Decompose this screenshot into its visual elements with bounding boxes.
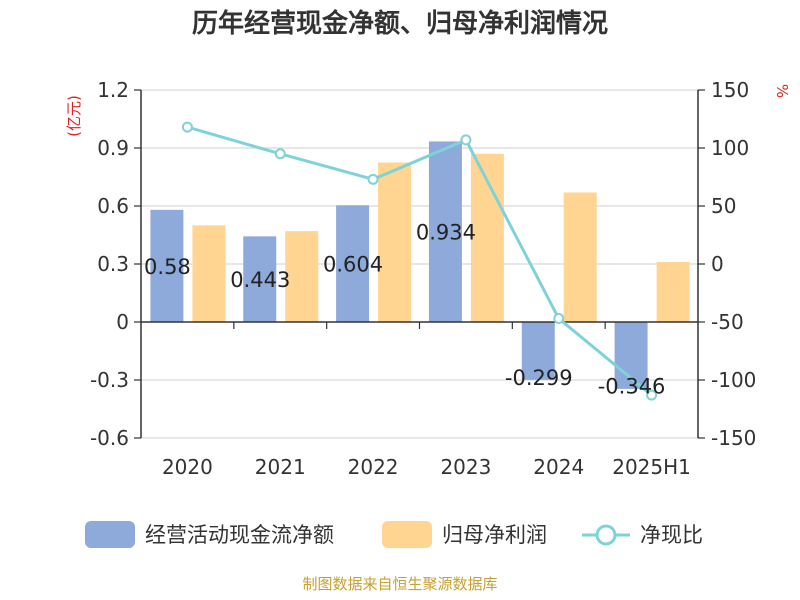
left-tick-label: 0.6	[97, 194, 129, 218]
ratio-point	[367, 173, 379, 185]
x-tick-label: 2021	[255, 455, 306, 479]
source-note: 制图数据来自恒生聚源数据库	[302, 575, 497, 593]
right-tick-label: 100	[711, 136, 749, 160]
legend: 经营活动现金流净额 归母净利润 净现比	[85, 521, 703, 548]
bar-cashflow	[428, 141, 462, 322]
left-tick-label: -0.6	[90, 426, 129, 450]
ratio-line-path	[187, 125, 653, 397]
left-tick-label: -0.3	[90, 368, 129, 392]
left-axis-unit: (亿元)	[65, 95, 83, 137]
bar-profit	[656, 262, 690, 322]
left-tick-label: 0.9	[97, 136, 129, 160]
right-tick-label: 50	[711, 194, 736, 218]
right-tick-label: 150	[711, 78, 749, 102]
x-tick-label: 2022	[348, 455, 399, 479]
right-tick-label: -50	[711, 310, 744, 334]
legend-swatch-cashflow	[85, 521, 135, 548]
legend-label-cashflow: 经营活动现金流净额	[145, 523, 334, 547]
legend-swatch-profit	[382, 521, 432, 548]
bar-cashflow	[150, 209, 184, 322]
data-label-cashflow: 0.604	[323, 253, 383, 277]
ratio-point	[646, 389, 658, 401]
bar-profit	[563, 192, 597, 322]
left-tick-label: 0.3	[97, 252, 129, 276]
ratio-point	[460, 134, 472, 146]
ratio-point	[553, 313, 565, 325]
right-tick-label: -100	[711, 368, 756, 392]
legend-marker-ratio	[595, 524, 617, 546]
bar-cashflow	[521, 322, 555, 380]
ratio-point	[181, 121, 193, 133]
legend-label-ratio: 净现比	[640, 523, 703, 547]
data-label-cashflow: -0.299	[505, 366, 573, 390]
x-tick-label: 2024	[533, 455, 584, 479]
left-tick-label: 1.2	[97, 78, 129, 102]
right-tick-label: -150	[711, 426, 756, 450]
legend-label-profit: 归母净利润	[442, 523, 547, 547]
left-tick-label: 0	[116, 310, 129, 334]
bar-profit	[285, 231, 319, 322]
data-label-cashflow: 0.58	[144, 255, 191, 279]
right-axis-unit: %	[773, 84, 791, 98]
bar-cashflow	[336, 205, 370, 322]
bar-cashflow	[243, 236, 277, 322]
data-label-cashflow: -0.346	[598, 375, 666, 399]
axes: 1.2 150 0.9 100 0.6 50 0.3 0 0 -50 -0.3 -100 -0.6 -15…	[90, 78, 756, 479]
right-tick-label: 0	[711, 252, 724, 276]
chart-title: 历年经营现金净额、归母净利润情况	[192, 8, 608, 39]
data-label-cashflow: 0.443	[230, 268, 290, 292]
x-tick-label: 2020	[162, 455, 213, 479]
data-label-cashflow: 0.934	[416, 221, 476, 245]
x-tick-label: 2023	[440, 455, 491, 479]
data-labels: 0.58 0.443 0.604 0.934 -0.299 -0.346	[144, 221, 665, 399]
bars	[150, 141, 690, 389]
ratio-point	[274, 148, 286, 160]
bar-profit	[378, 162, 412, 322]
x-tick-label: 2025H1	[612, 455, 691, 479]
ratio-line	[181, 121, 658, 401]
bar-profit	[192, 225, 226, 322]
